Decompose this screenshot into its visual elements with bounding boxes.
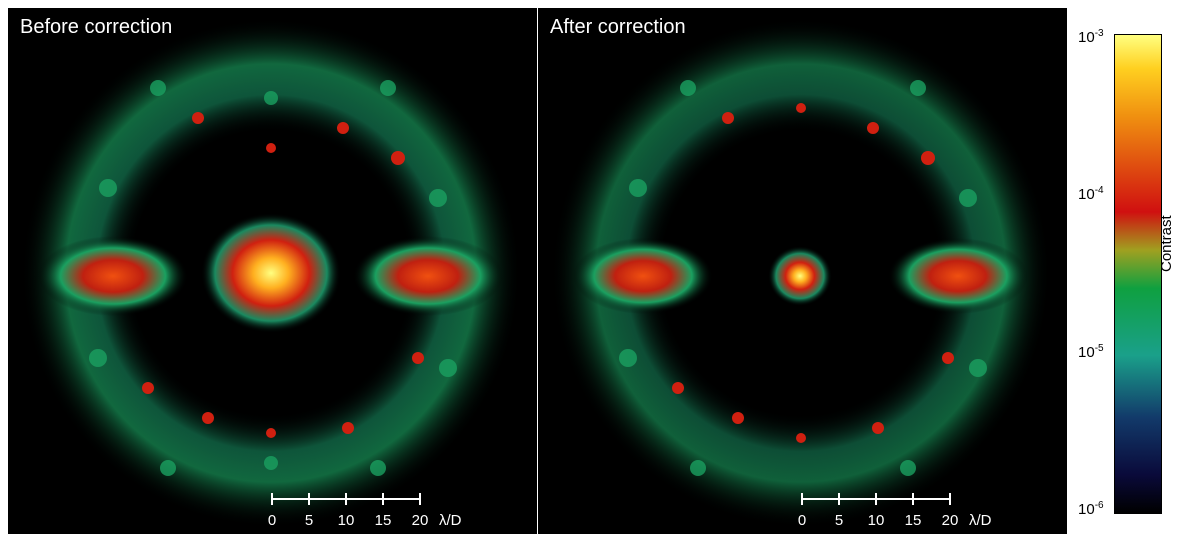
- panel-title: Before correction: [20, 16, 173, 38]
- colorbar-tick: 10-5: [1078, 343, 1104, 361]
- contrast-colorbar: [1114, 34, 1162, 514]
- scale-label: 10: [867, 512, 885, 529]
- scale-unit: λ/D: [969, 512, 992, 529]
- scale-tick: [382, 493, 384, 505]
- scale-tick: [838, 493, 840, 505]
- after-correction-image: After correction 0 5 10 15 20 λ/D: [538, 8, 1067, 534]
- scale-bar: 0 5 10 15 20 λ/D: [263, 493, 462, 534]
- speckle-pattern-before: [21, 18, 521, 528]
- scale-label: 10: [337, 512, 355, 529]
- scale-label: 5: [834, 512, 844, 529]
- panel-title: After correction: [550, 16, 686, 38]
- before-correction-image: Before correction 0 5 10 15 20 λ/D: [8, 8, 537, 534]
- scale-tick: [345, 493, 347, 505]
- colorbar-tick: 10-3: [1078, 28, 1104, 46]
- scale-tick: [801, 493, 803, 505]
- colorbar-tick: 10-6: [1078, 500, 1104, 518]
- scale-tick: [912, 493, 914, 505]
- scale-label: 20: [411, 512, 429, 529]
- scale-tick: [875, 493, 877, 505]
- colorbar-tick: 10-4: [1078, 185, 1104, 203]
- scale-tick: [271, 493, 273, 505]
- speckle-pattern-after: [551, 18, 1051, 528]
- scale-tick: [308, 493, 310, 505]
- scale-label: 20: [941, 512, 959, 529]
- scale-label: 5: [304, 512, 314, 529]
- scale-label: 0: [267, 512, 277, 529]
- scale-tick: [419, 493, 421, 505]
- scale-label: 15: [374, 512, 392, 529]
- scale-bar: 0 5 10 15 20 λ/D: [793, 493, 992, 534]
- scale-tick: [949, 493, 951, 505]
- scale-unit: λ/D: [439, 512, 462, 529]
- scale-label: 0: [797, 512, 807, 529]
- colorbar-label: Contrast: [1158, 215, 1175, 272]
- scale-label: 15: [904, 512, 922, 529]
